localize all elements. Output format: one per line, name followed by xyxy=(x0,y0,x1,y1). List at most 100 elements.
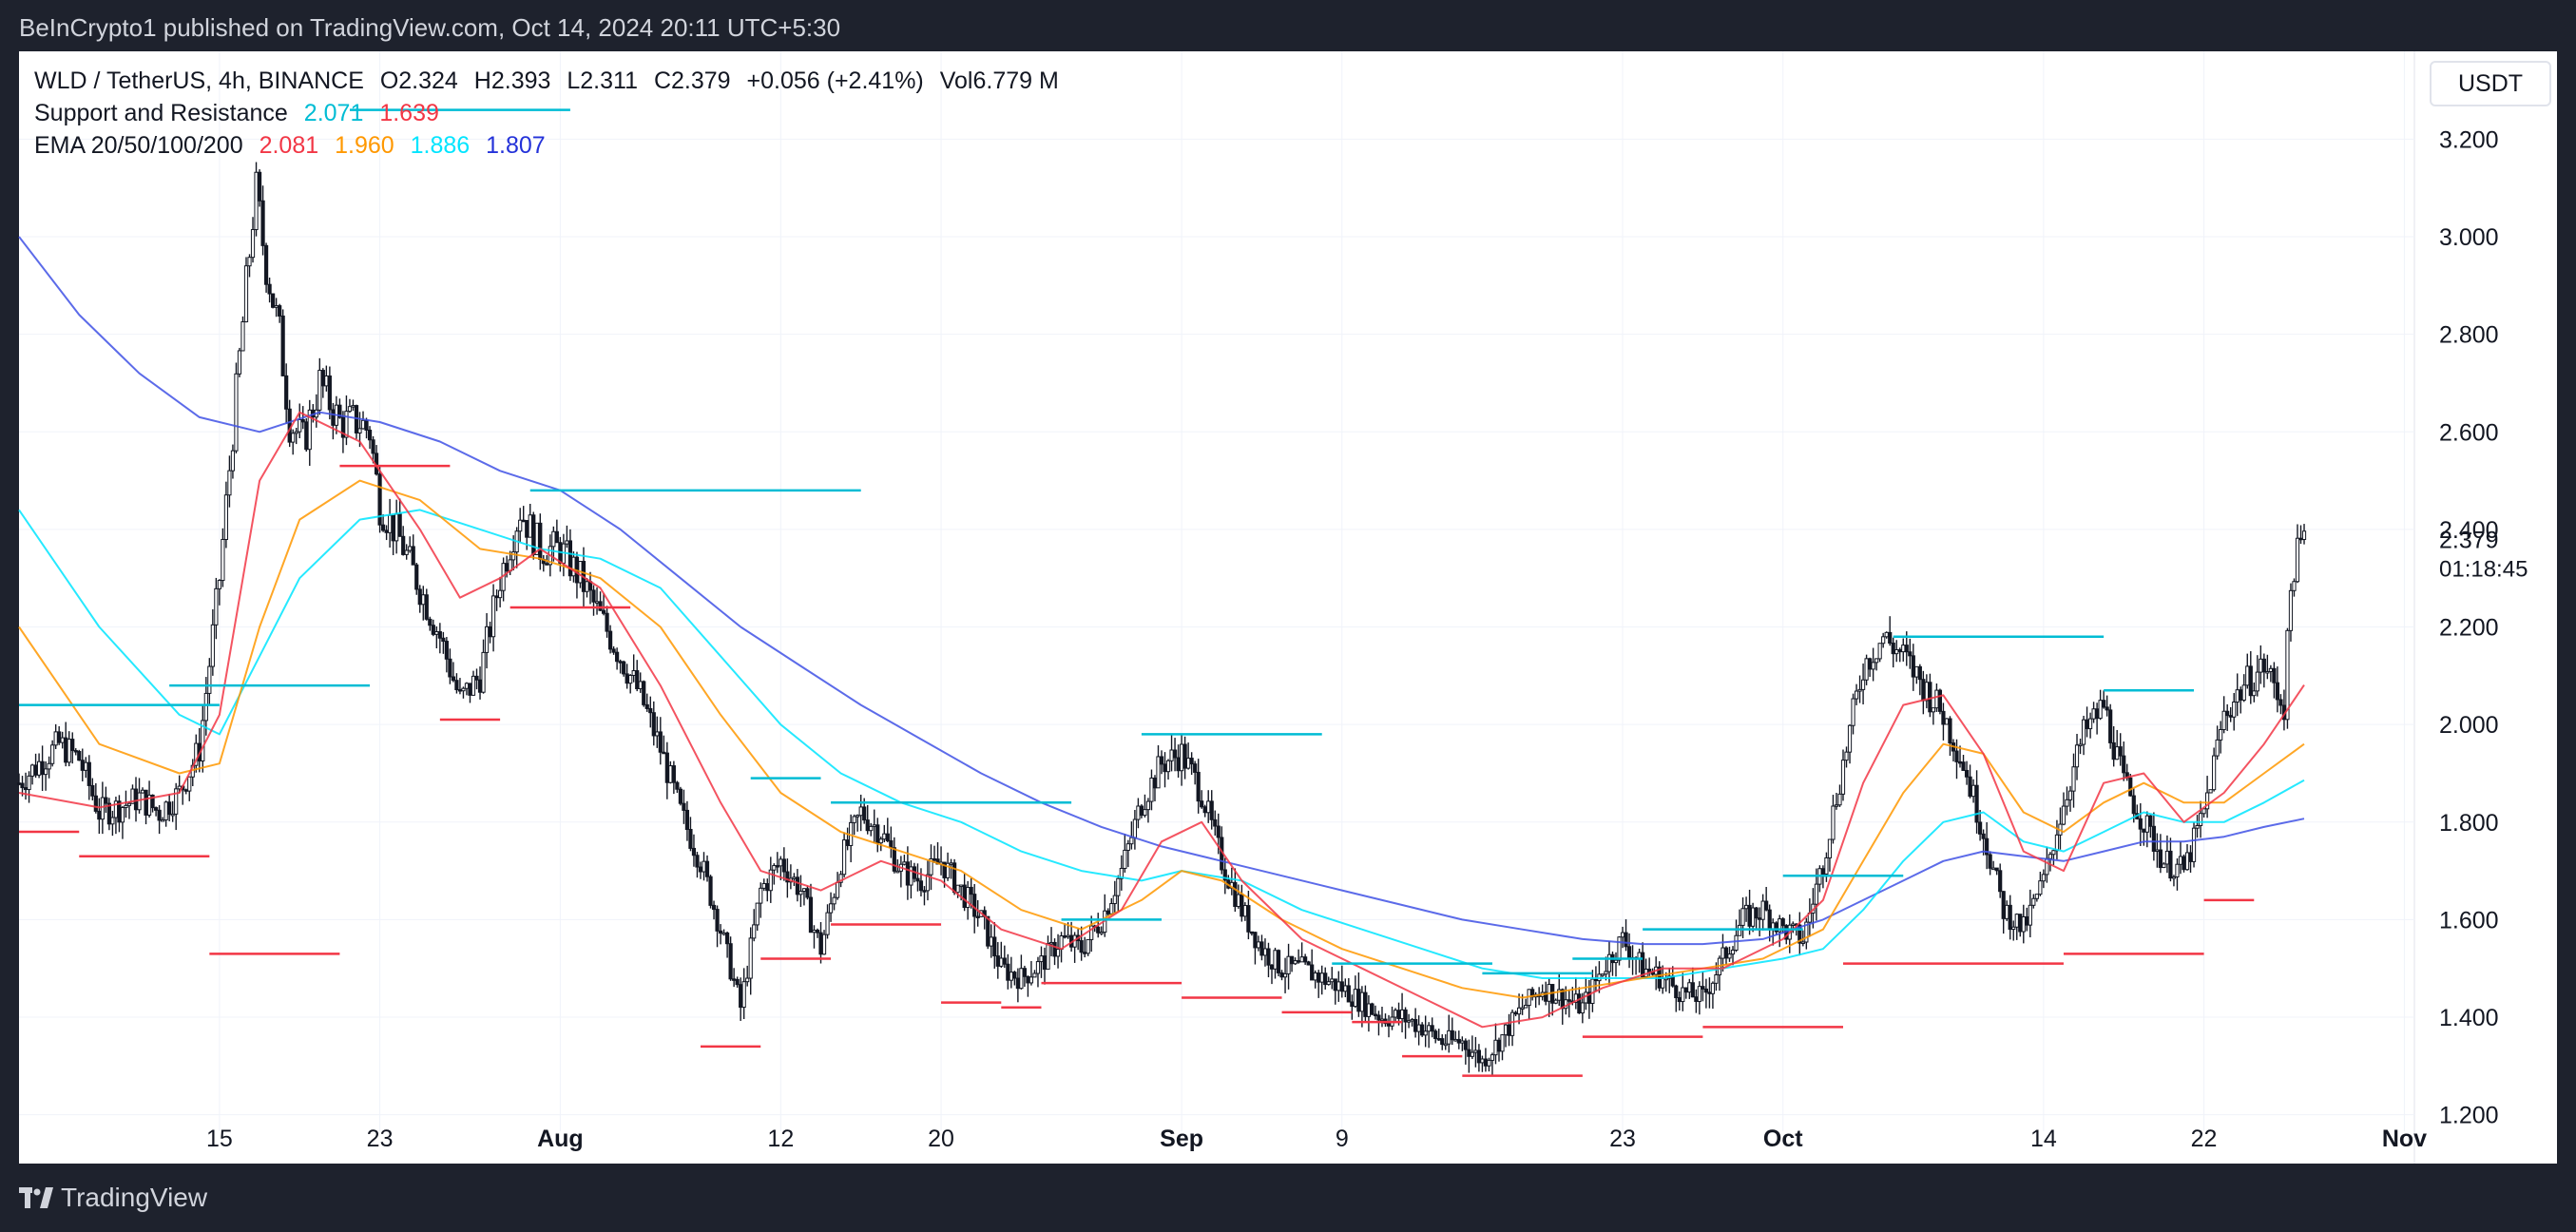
candle-body xyxy=(518,519,523,532)
candle-body xyxy=(1944,718,1950,725)
candle-body xyxy=(765,883,770,892)
current-price-label: 2.379 xyxy=(2439,528,2499,554)
candle-body xyxy=(1476,1049,1481,1064)
candle-body xyxy=(1894,648,1899,655)
candle-body xyxy=(1888,631,1893,644)
candle-body xyxy=(250,229,256,259)
ema20-line xyxy=(18,411,2305,1029)
candle-body xyxy=(424,594,429,620)
candle-body xyxy=(1593,978,1599,982)
candle-body xyxy=(298,419,302,433)
candle-body xyxy=(2041,874,2046,882)
candle-body xyxy=(1256,941,1261,949)
candle-body xyxy=(1493,1039,1498,1056)
candle-body xyxy=(1800,941,1805,944)
candle-body xyxy=(1707,991,1712,994)
candle-body xyxy=(1797,924,1802,944)
candle-body xyxy=(1330,978,1335,983)
candle-body xyxy=(1931,707,1935,713)
candle-body xyxy=(795,876,800,895)
candle-body xyxy=(347,406,353,413)
candle-body xyxy=(865,819,870,832)
candle-body xyxy=(1864,658,1869,681)
candle-body xyxy=(444,641,449,660)
candle-body xyxy=(1079,940,1084,953)
tradingview-logo[interactable]: TradingView xyxy=(19,1183,207,1213)
candle-body xyxy=(20,782,25,789)
candle-body xyxy=(1293,960,1298,965)
candle-body xyxy=(668,765,673,783)
candle-body xyxy=(2008,904,2012,931)
candle-body xyxy=(1503,1024,1509,1036)
symbol-name[interactable]: WLD / TetherUS, 4h, BINANCE xyxy=(34,67,364,94)
candle-body xyxy=(1299,956,1304,963)
candle-body xyxy=(1460,1040,1465,1044)
candle-body xyxy=(1303,956,1308,963)
publish-info: BeInCrypto1 published on TradingView.com… xyxy=(19,13,841,42)
candle-body xyxy=(622,661,626,675)
tradingview-brand: TradingView xyxy=(61,1183,208,1212)
candle-body xyxy=(1520,1007,1525,1011)
candle-body xyxy=(214,587,219,626)
candle-body xyxy=(2031,897,2036,906)
candle-body xyxy=(1868,658,1873,670)
candle-body xyxy=(1413,1018,1418,1032)
candle-body xyxy=(598,601,603,611)
candle-body xyxy=(2118,746,2123,757)
candle-body xyxy=(1182,743,1187,769)
candle-body xyxy=(748,937,753,979)
candle-body xyxy=(1062,934,1067,938)
candle-body xyxy=(1123,849,1127,870)
candle-body xyxy=(1105,910,1110,914)
candle-body xyxy=(1687,982,1692,993)
candle-body xyxy=(1323,972,1328,986)
currency-button[interactable]: USDT xyxy=(2430,61,2551,106)
candle-body xyxy=(64,737,68,763)
y-tick-label: 2.000 xyxy=(2439,712,2499,739)
candle-body xyxy=(2095,708,2100,720)
candle-body xyxy=(1189,758,1194,765)
candle-body xyxy=(437,631,442,639)
candle-body xyxy=(1456,1038,1461,1044)
candle-body xyxy=(110,817,115,825)
x-tick-label: 15 xyxy=(206,1126,233,1152)
candle-body xyxy=(1399,1009,1405,1020)
candle-body xyxy=(755,902,759,926)
candle-body xyxy=(481,651,486,693)
candle-body xyxy=(1266,948,1271,966)
candle-body xyxy=(60,737,65,743)
candle-body xyxy=(29,764,35,777)
candle-body xyxy=(1897,648,1902,653)
candle-body xyxy=(401,535,406,555)
candle-body xyxy=(280,315,285,376)
candle-body xyxy=(23,787,29,791)
candle-body xyxy=(1222,869,1227,881)
candle-body xyxy=(87,761,91,786)
sr-indicator-row[interactable]: Support and Resistance 2.071 1.639 xyxy=(34,97,1068,129)
candle-body xyxy=(1844,751,1849,761)
candle-body xyxy=(772,865,777,871)
candle-body xyxy=(2168,850,2173,879)
candle-body xyxy=(177,785,182,790)
candle-body xyxy=(2025,915,2029,926)
candle-body xyxy=(2102,700,2106,708)
candle-body xyxy=(1206,800,1211,814)
candle-body xyxy=(688,829,693,849)
ema-indicator-row[interactable]: EMA 20/50/100/200 2.081 1.960 1.886 1.80… xyxy=(34,129,1068,162)
candle-body xyxy=(457,689,463,692)
candle-body xyxy=(1681,987,1685,1003)
candle-body xyxy=(732,978,737,981)
candle-body xyxy=(554,530,559,544)
candle-body xyxy=(1674,985,1679,998)
candle-body xyxy=(1028,976,1034,984)
candle-body xyxy=(291,433,296,443)
candle-body xyxy=(781,858,786,873)
candle-body xyxy=(698,866,703,873)
candle-body xyxy=(825,912,830,935)
candle-body xyxy=(779,858,783,867)
candle-body xyxy=(821,934,827,955)
candle-body xyxy=(2201,808,2206,815)
candle-body xyxy=(217,580,221,589)
candle-body xyxy=(1985,837,1990,856)
